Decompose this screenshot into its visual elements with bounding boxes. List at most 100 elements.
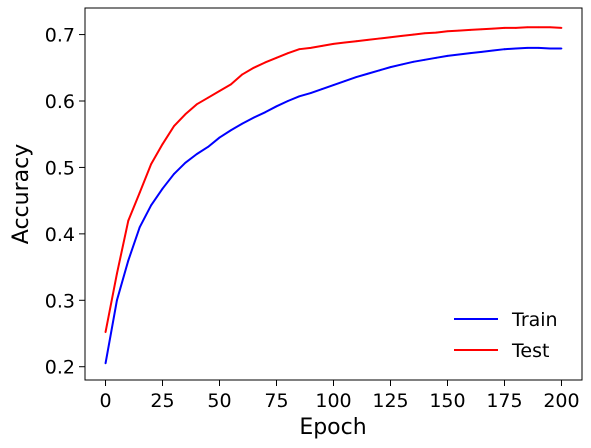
y-tick-label: 0.2	[45, 357, 75, 379]
data-point	[321, 44, 323, 47]
data-point	[435, 31, 437, 34]
x-tick-label: 175	[486, 390, 522, 412]
legend-label-train: Train	[511, 309, 558, 331]
data-point	[230, 83, 232, 86]
data-point	[309, 46, 312, 49]
data-point	[161, 143, 164, 146]
data-point	[344, 80, 346, 82]
data-point	[560, 47, 563, 50]
x-tick-label: 25	[150, 390, 174, 412]
data-point	[332, 42, 335, 45]
data-point	[514, 27, 517, 29]
data-point	[378, 69, 380, 72]
x-tick-label: 200	[543, 390, 579, 412]
data-point	[207, 145, 210, 148]
data-point	[184, 161, 187, 164]
x-tick-label: 50	[207, 390, 231, 412]
data-point	[173, 173, 175, 175]
data-point	[161, 187, 164, 190]
data-point	[549, 26, 551, 29]
series-test	[104, 26, 563, 334]
data-point	[287, 100, 289, 102]
data-point	[480, 28, 483, 31]
data-point	[503, 27, 506, 29]
data-point	[366, 38, 369, 41]
data-point	[116, 299, 118, 302]
data-point	[446, 30, 449, 33]
data-point	[104, 362, 107, 365]
y-axis-ticks: 0.2 0.3 0.4 0.5 0.6 0.7	[45, 25, 85, 379]
data-point	[412, 60, 415, 63]
data-point	[195, 103, 198, 106]
data-point	[230, 129, 232, 132]
data-point	[457, 29, 460, 32]
series-layer	[104, 26, 563, 365]
data-point	[332, 84, 335, 86]
data-point	[549, 47, 551, 50]
data-point	[127, 219, 130, 222]
data-point	[241, 122, 244, 125]
data-point	[537, 26, 540, 29]
data-point	[264, 111, 267, 114]
x-axis-ticks: 0 25 50 75 100 125 150 175 200	[99, 380, 580, 412]
data-point	[435, 56, 437, 59]
data-point	[469, 52, 472, 55]
data-point	[526, 46, 529, 49]
data-point	[389, 66, 392, 69]
data-point	[173, 125, 175, 128]
data-point	[480, 50, 483, 53]
y-tick-label: 0.3	[45, 290, 75, 312]
y-tick-label: 0.4	[45, 224, 75, 246]
series-train	[104, 46, 563, 365]
y-axis-label: Accuracy	[9, 144, 34, 244]
data-point	[423, 58, 426, 61]
data-point	[457, 53, 460, 56]
x-tick-label: 0	[99, 390, 111, 412]
y-tick-label: 0.7	[45, 25, 75, 47]
data-point	[492, 27, 494, 30]
data-point	[275, 56, 278, 59]
data-point	[321, 88, 323, 90]
data-point	[355, 40, 358, 43]
data-point	[412, 33, 415, 36]
data-point	[537, 46, 540, 49]
data-point	[252, 116, 255, 119]
data-point	[355, 76, 358, 78]
data-point	[150, 163, 153, 166]
data-point	[207, 96, 210, 99]
data-point	[287, 52, 289, 55]
data-point	[264, 61, 267, 64]
data-point	[378, 37, 380, 40]
data-point	[400, 35, 403, 37]
data-point	[298, 95, 301, 98]
legend: Train Test	[454, 309, 558, 362]
data-point	[389, 36, 392, 39]
data-point	[446, 54, 449, 57]
data-point	[252, 66, 255, 69]
data-point	[195, 153, 198, 156]
data-point	[469, 29, 472, 31]
data-point	[150, 204, 153, 207]
data-point	[218, 90, 221, 92]
data-point	[514, 47, 517, 50]
x-tick-label: 75	[264, 390, 288, 412]
x-tick-label: 100	[315, 390, 351, 412]
data-point	[366, 72, 369, 75]
y-tick-label: 0.5	[45, 157, 75, 179]
data-point	[138, 226, 141, 229]
y-tick-label: 0.6	[45, 91, 75, 113]
data-point	[526, 26, 529, 29]
data-point	[309, 92, 312, 94]
x-tick-label: 125	[372, 390, 408, 412]
legend-label-test: Test	[511, 340, 549, 362]
data-point	[184, 113, 187, 116]
data-point	[127, 259, 130, 262]
data-point	[104, 331, 107, 334]
data-point	[298, 48, 301, 51]
data-point	[218, 136, 221, 139]
data-point	[423, 32, 426, 35]
data-point	[138, 191, 141, 194]
data-point	[344, 41, 346, 44]
